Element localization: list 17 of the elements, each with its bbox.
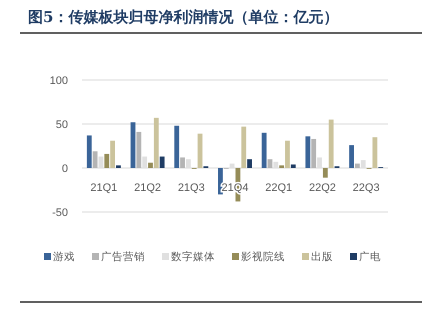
x-tick-label: 21Q1 [90, 182, 118, 194]
x-tick-label: 21Q3 [178, 182, 205, 194]
x-tick-label: 22Q2 [308, 182, 336, 194]
legend-label: 广电 [359, 250, 381, 263]
legend-label: 影视院线 [241, 250, 285, 263]
y-tick-label: -50 [52, 207, 68, 219]
legend-label: 广告营销 [101, 250, 145, 263]
x-tick-label: 22Q3 [352, 182, 380, 194]
x-tick-label: 22Q1 [265, 182, 292, 194]
y-tick-label: 0 [62, 163, 68, 175]
y-tick-label: 100 [50, 75, 68, 87]
x-tick-label: 21Q2 [134, 182, 162, 194]
y-tick-label: 50 [56, 119, 68, 131]
legend-label: 出版 [311, 250, 333, 263]
legend-label: 数字媒体 [171, 250, 215, 263]
chart-title: 图5：传媒板块归母净利润情况（单位：亿元） [28, 8, 338, 26]
legend-label: 游戏 [53, 250, 75, 263]
